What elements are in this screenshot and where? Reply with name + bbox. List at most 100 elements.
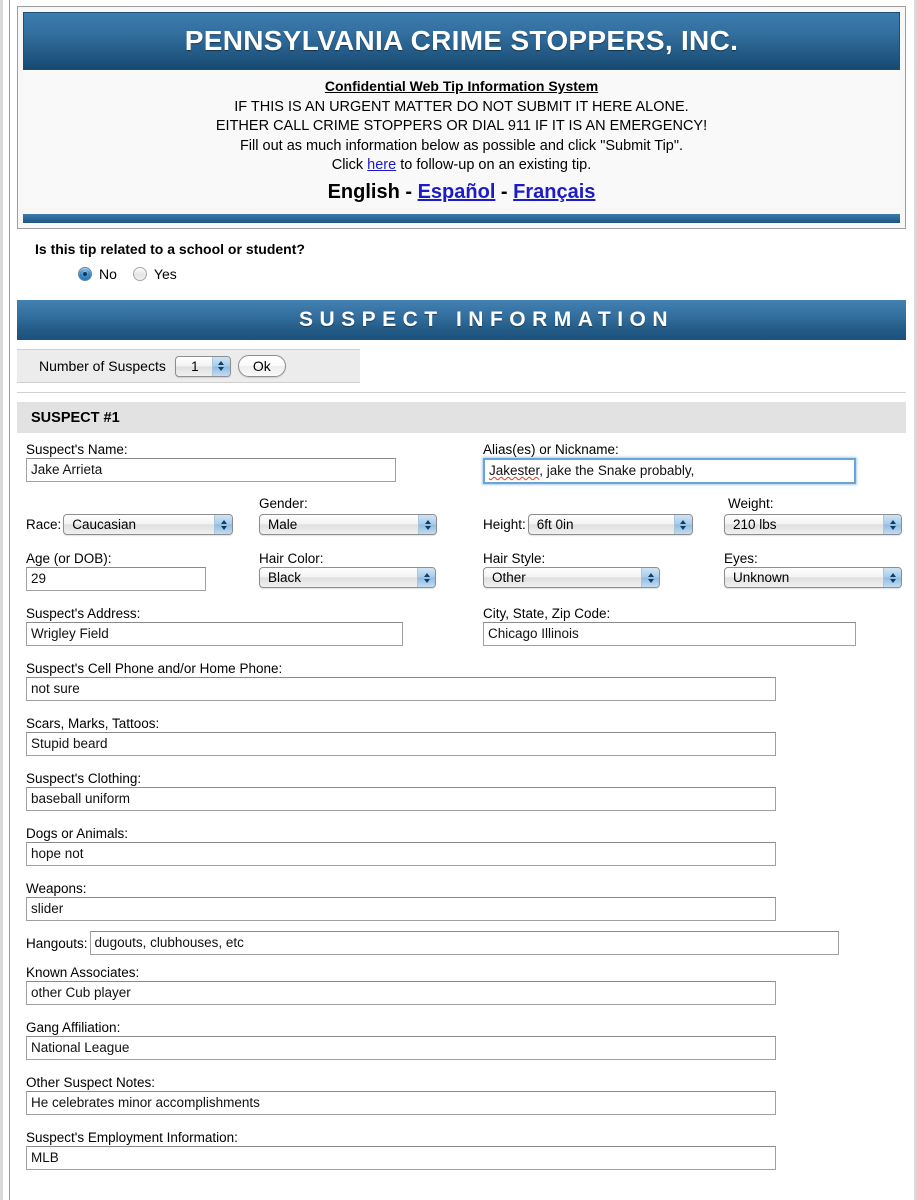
page-title: PENNSYLVANIA CRIME STOPPERS, INC.	[184, 25, 739, 56]
alias-label: Alias(es) or Nickname:	[483, 442, 619, 457]
field-race: Race: Caucasian	[26, 514, 234, 535]
age-label: Age (or DOB):	[26, 551, 112, 566]
gang-input[interactable]: National League	[26, 1036, 776, 1060]
hair-style-label: Hair Style:	[483, 551, 546, 566]
field-scars: Scars, Marks, Tattoos: Stupid beard	[26, 715, 776, 756]
intro-panel: Confidential Web Tip Information System …	[23, 70, 900, 208]
followup-here-link[interactable]: here	[367, 157, 397, 173]
field-weight: 210 lbs	[724, 514, 902, 535]
race-value: Caucasian	[72, 517, 137, 532]
chevron-updown-icon	[211, 356, 230, 376]
field-age: Age (or DOB): 29	[26, 550, 206, 591]
weight-label: Weight:	[728, 496, 774, 511]
school-question-label: Is this tip related to a school or stude…	[35, 241, 305, 257]
field-animals: Dogs or Animals: hope not	[26, 825, 776, 866]
name-input[interactable]: Jake Arrieta	[26, 458, 396, 482]
suspect-information-title: SUSPECT INFORMATION	[298, 308, 675, 331]
weight-label-wrap: Weight:	[728, 495, 774, 512]
hangouts-label: Hangouts:	[26, 935, 88, 951]
radio-no[interactable]	[78, 267, 92, 281]
clothing-label: Suspect's Clothing:	[26, 771, 142, 786]
phone-input[interactable]: not sure	[26, 677, 776, 701]
hair-style-value: Other	[492, 570, 526, 585]
clothing-input[interactable]: baseball uniform	[26, 787, 776, 811]
radio-no-label: No	[99, 266, 117, 282]
field-name: Suspect's Name: Jake Arrieta	[26, 441, 396, 482]
employment-label: Suspect's Employment Information:	[26, 1130, 238, 1145]
hair-color-value: Black	[268, 570, 302, 585]
alias-input[interactable]: Jakester, jake the Snake probably,	[483, 458, 856, 484]
field-weapons: Weapons: slider	[26, 880, 776, 921]
lang-spanish-link[interactable]: Español	[417, 180, 496, 203]
weapons-label: Weapons:	[26, 881, 87, 896]
race-select[interactable]: Caucasian	[63, 514, 234, 535]
chevron-updown-icon	[641, 568, 659, 587]
field-associates: Known Associates: other Cub player	[26, 964, 776, 1005]
chevron-updown-icon	[214, 515, 233, 534]
intro-heading: Confidential Web Tip Information System	[324, 78, 599, 94]
alias-rest: , jake the Snake probably,	[539, 463, 695, 478]
hangouts-input[interactable]: dugouts, clubhouses, etc	[89, 931, 839, 955]
section-divider	[17, 392, 906, 393]
chevron-updown-icon	[883, 515, 901, 534]
weapons-input[interactable]: slider	[26, 897, 776, 921]
suspect-count-label: Number of Suspects	[39, 358, 166, 374]
field-phone: Suspect's Cell Phone and/or Home Phone: …	[26, 660, 776, 701]
field-hangouts: Hangouts: dugouts, clubhouses, etc	[26, 931, 839, 955]
school-question-radio-group: No Yes	[78, 264, 913, 284]
age-input[interactable]: 29	[26, 567, 206, 591]
ok-button[interactable]: Ok	[237, 355, 286, 377]
suspect-count-value: 1	[191, 358, 199, 374]
field-city-state-zip: City, State, Zip Code: Chicago Illinois	[483, 605, 856, 646]
field-employment: Suspect's Employment Information: MLB	[26, 1129, 776, 1170]
scars-input[interactable]: Stupid beard	[26, 732, 776, 756]
hair-style-select[interactable]: Other	[483, 567, 660, 588]
lang-english-label: English	[327, 180, 400, 203]
name-label: Suspect's Name:	[26, 442, 128, 457]
followup-prefix: Click	[331, 157, 368, 173]
gender-label-wrap: Gender:	[259, 495, 308, 512]
weight-value: 210 lbs	[733, 517, 777, 532]
gang-label: Gang Affiliation:	[26, 1020, 121, 1035]
hair-color-label: Hair Color:	[259, 551, 324, 566]
intro-bottom-rule	[23, 214, 900, 223]
chevron-updown-icon	[417, 568, 435, 587]
gender-select[interactable]: Male	[259, 514, 437, 535]
intro-line-followup: Click here to follow-up on an existing t…	[23, 156, 900, 176]
lang-separator-1: -	[399, 180, 418, 203]
lang-french-link[interactable]: Français	[513, 180, 596, 203]
eyes-select[interactable]: Unknown	[724, 567, 902, 588]
field-gang: Gang Affiliation: National League	[26, 1019, 776, 1060]
height-select[interactable]: 6ft 0in	[527, 514, 693, 535]
notes-input[interactable]: He celebrates minor accomplishments	[26, 1091, 776, 1115]
field-height: Height: 6ft 0in	[483, 514, 693, 535]
animals-input[interactable]: hope not	[26, 842, 776, 866]
height-value: 6ft 0in	[536, 517, 574, 532]
field-address: Suspect's Address: Wrigley Field	[26, 605, 403, 646]
address-label: Suspect's Address:	[26, 606, 141, 621]
weight-select[interactable]: 210 lbs	[724, 514, 902, 535]
field-gender: Male	[259, 514, 437, 535]
eyes-value: Unknown	[733, 570, 790, 585]
scars-label: Scars, Marks, Tattoos:	[26, 716, 160, 731]
race-label: Race:	[26, 517, 62, 532]
notes-label: Other Suspect Notes:	[26, 1075, 156, 1090]
gender-value: Male	[268, 517, 298, 532]
chevron-updown-icon	[673, 515, 692, 534]
phone-label: Suspect's Cell Phone and/or Home Phone:	[26, 661, 283, 676]
associates-input[interactable]: other Cub player	[26, 981, 776, 1005]
radio-yes[interactable]	[132, 267, 147, 281]
masthead-container: PENNSYLVANIA CRIME STOPPERS, INC. Confid…	[17, 6, 906, 229]
address-input[interactable]: Wrigley Field	[26, 622, 403, 646]
associates-label: Known Associates:	[26, 965, 140, 980]
intro-line-emergency: EITHER CALL CRIME STOPPERS OR DIAL 911 I…	[215, 118, 708, 134]
suspect-count-select[interactable]: 1	[174, 355, 231, 377]
alias-misspelled-word: Jakester	[489, 463, 540, 478]
site-masthead: PENNSYLVANIA CRIME STOPPERS, INC.	[23, 12, 900, 70]
field-eyes: Eyes: Unknown	[724, 550, 902, 588]
lang-separator-2: -	[495, 180, 514, 203]
city-state-zip-input[interactable]: Chicago Illinois	[483, 622, 856, 646]
hair-color-select[interactable]: Black	[259, 567, 436, 588]
employment-input[interactable]: MLB	[26, 1146, 776, 1170]
